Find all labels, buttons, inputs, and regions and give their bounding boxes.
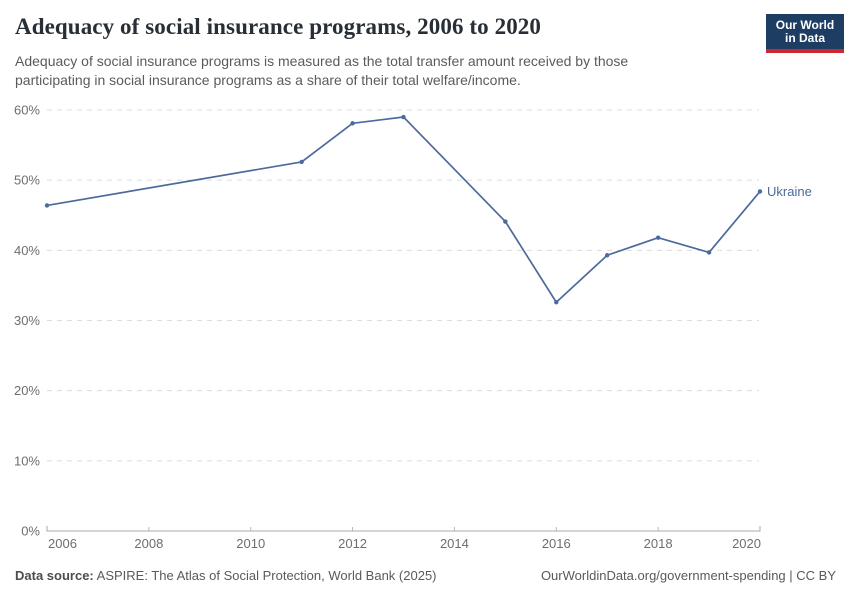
data-source-label: Data source:: [15, 568, 94, 583]
data-point-ukraine-2016[interactable]: [554, 300, 559, 305]
credit-link[interactable]: OurWorldinData.org/government-spending |…: [540, 568, 836, 583]
data-point-ukraine-2018[interactable]: [655, 235, 661, 240]
data-point-ukraine-2006[interactable]: [44, 203, 50, 208]
owid-logo[interactable]: Our World in Data: [766, 14, 844, 53]
owid-logo-line1: Our World: [775, 18, 835, 32]
data-point-ukraine-2011[interactable]: [299, 159, 304, 165]
series-label-ukraine[interactable]: Ukraine: [767, 184, 812, 199]
data-point-ukraine-2019[interactable]: [706, 250, 712, 255]
x-axis-tick-label-2010: 2010: [236, 536, 265, 551]
data-point-ukraine-2015[interactable]: [503, 219, 508, 224]
x-axis-line: [46, 526, 761, 532]
chart-subtitle: Adequacy of social insurance programs is…: [15, 53, 629, 88]
data-point-ukraine-2013[interactable]: [401, 114, 406, 120]
y-axis-tick-label-30: 30%: [14, 313, 40, 328]
y-axis-tick-label-0: 0%: [21, 524, 40, 539]
data-source-note: Data source: ASPIRE: The Atlas of Social…: [15, 568, 437, 583]
x-axis-tick-label-2020: 2020: [732, 536, 761, 551]
data-point-ukraine-2012[interactable]: [350, 121, 355, 126]
x-axis-tick-label-2008: 2008: [134, 536, 163, 551]
y-axis-tick-label-10: 10%: [14, 453, 40, 468]
y-axis-tick-label-40: 40%: [14, 243, 40, 258]
x-axis-tick-label-2014: 2014: [440, 536, 469, 551]
line-series-ukraine[interactable]: [46, 116, 761, 304]
y-axis-tick-label-50: 50%: [14, 173, 40, 188]
x-axis-tick-label-2012: 2012: [338, 536, 367, 551]
owid-logo-line2: in Data: [784, 31, 825, 45]
x-axis-tick-label-2006: 2006: [48, 536, 77, 551]
page-title: Adequacy of social insurance programs, 2…: [15, 14, 542, 39]
data-source-text: ASPIRE: The Atlas of Social Protection, …: [93, 568, 437, 583]
y-axis-tick-label-20: 20%: [14, 383, 40, 398]
x-axis-tick-label-2016: 2016: [542, 536, 571, 551]
y-axis-tick-label-60: 60%: [14, 103, 40, 118]
x-axis-tick-label-2018: 2018: [644, 536, 673, 551]
data-point-ukraine-2020[interactable]: [757, 189, 763, 194]
data-point-ukraine-2017[interactable]: [605, 253, 610, 258]
